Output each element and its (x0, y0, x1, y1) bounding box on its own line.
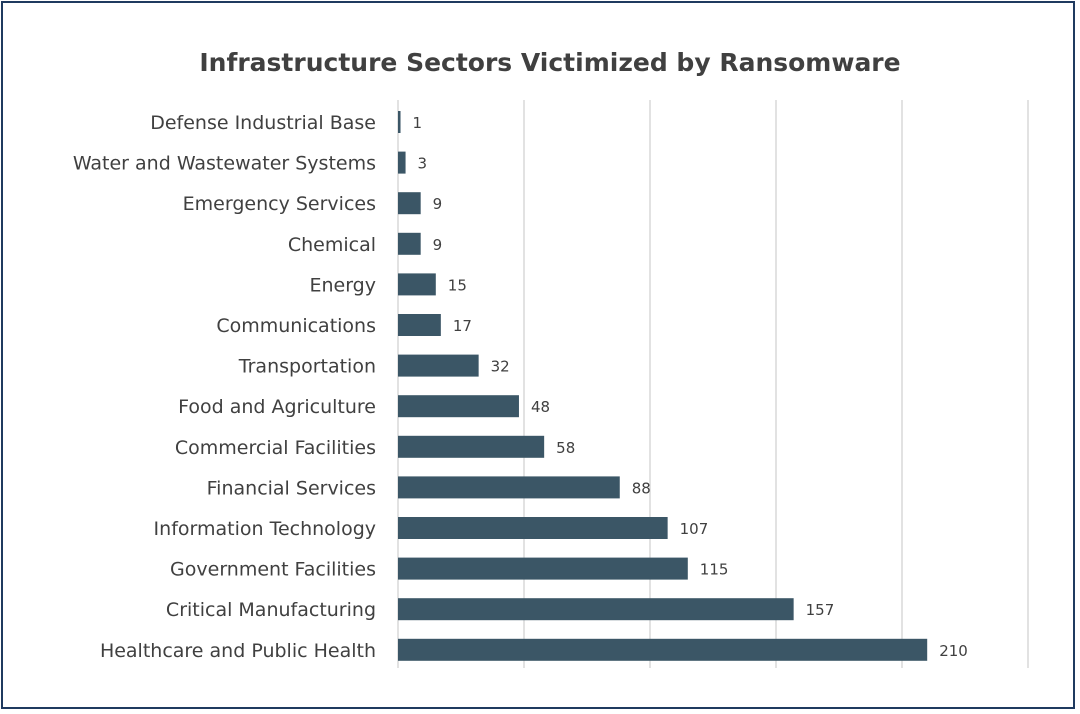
bars (398, 111, 928, 661)
bar (398, 435, 545, 458)
data-label: 9 (433, 195, 443, 213)
data-label: 210 (939, 642, 968, 660)
data-label: 9 (433, 236, 443, 254)
category-label: Energy (309, 274, 376, 296)
category-labels: Defense Industrial Base Water and Wastewa… (73, 112, 376, 662)
data-label: 1 (413, 114, 423, 132)
category-label: Healthcare and Public Health (100, 640, 376, 662)
bar (398, 557, 688, 580)
category-label: Food and Agriculture (178, 396, 376, 418)
bar (398, 395, 519, 418)
bar (398, 232, 421, 255)
category-label: Transportation (238, 356, 376, 378)
category-label: Information Technology (154, 518, 376, 540)
data-label: 48 (531, 398, 550, 416)
data-label: 15 (448, 276, 467, 294)
data-label: 3 (418, 155, 428, 173)
data-label: 58 (556, 439, 575, 457)
bar (398, 638, 928, 661)
bar (398, 476, 620, 499)
bar (398, 314, 441, 336)
bar (398, 111, 401, 133)
category-label: Government Facilities (170, 559, 376, 581)
category-label: Chemical (288, 234, 376, 256)
bar (398, 598, 794, 621)
value-labels: 1 3 9 9 15 17 32 48 58 88 107 115 157 210 (413, 114, 968, 660)
category-label: Commercial Facilities (175, 437, 376, 459)
category-label: Communications (216, 315, 376, 337)
category-label: Financial Services (207, 477, 376, 499)
data-label: 107 (680, 520, 709, 538)
bar (398, 151, 406, 174)
category-label: Emergency Services (183, 193, 376, 215)
bar (398, 517, 668, 539)
bar (398, 192, 421, 215)
data-label: 32 (491, 358, 510, 376)
data-label: 115 (700, 561, 729, 579)
gridlines (397, 100, 1029, 668)
data-label: 17 (453, 317, 472, 335)
category-label: Defense Industrial Base (150, 112, 376, 134)
category-label: Critical Manufacturing (166, 599, 376, 621)
chart-title: Infrastructure Sectors Victimized by Ran… (199, 48, 901, 77)
data-label: 88 (632, 479, 651, 497)
data-label: 157 (806, 601, 835, 619)
bar (398, 273, 436, 296)
bar (398, 354, 479, 377)
category-label: Water and Wastewater Systems (73, 153, 376, 175)
